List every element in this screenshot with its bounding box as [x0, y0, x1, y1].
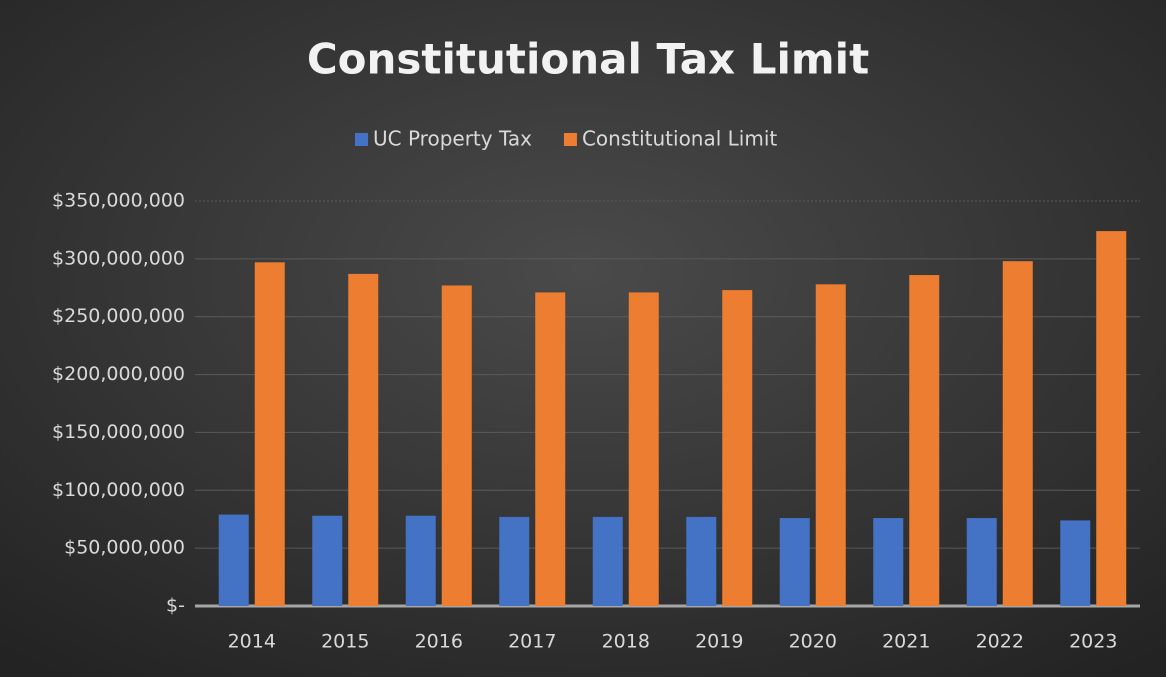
bar: [348, 273, 379, 606]
y-tick-label: $100,000,000: [52, 479, 185, 501]
x-tick-label: 2021: [882, 631, 930, 653]
x-tick-label: 2018: [602, 631, 650, 653]
x-tick-label: 2016: [415, 631, 463, 653]
bar: [1060, 520, 1091, 606]
bar: [254, 262, 285, 606]
y-tick-label: $150,000,000: [52, 421, 185, 443]
bar: [873, 518, 904, 606]
x-tick-label: 2023: [1069, 631, 1117, 653]
chart-title: Constitutional Tax Limit: [307, 35, 869, 84]
bar: [966, 518, 997, 606]
x-tick-label: 2015: [321, 631, 369, 653]
bar: [1096, 231, 1127, 607]
y-tick-label: $200,000,000: [52, 363, 185, 385]
legend-swatch: [355, 133, 368, 146]
bar: [499, 516, 530, 606]
y-tick-label: $50,000,000: [64, 537, 185, 559]
bar: [628, 292, 659, 606]
x-tick-label: 2022: [976, 631, 1024, 653]
bar: [592, 516, 623, 606]
x-tick-label: 2017: [508, 631, 556, 653]
bar: [909, 275, 940, 606]
bar: [441, 285, 472, 606]
bar: [722, 290, 753, 606]
bar: [218, 514, 249, 606]
bar: [815, 284, 846, 606]
y-tick-label: $300,000,000: [52, 247, 185, 269]
x-tick-label: 2019: [695, 631, 743, 653]
y-tick-label: $350,000,000: [52, 190, 185, 212]
y-tick-label: $250,000,000: [52, 305, 185, 327]
bar: [535, 292, 566, 606]
bar: [405, 515, 436, 606]
legend-label: Constitutional Limit: [582, 127, 777, 151]
x-tick-label: 2020: [789, 631, 837, 653]
bar: [1002, 261, 1033, 606]
legend-swatch: [563, 133, 577, 146]
bar: [312, 515, 343, 606]
y-tick-label: $-: [166, 595, 185, 617]
legend: UC Property Tax Constitutional Limit: [355, 127, 777, 151]
x-tick-label: 2014: [228, 631, 276, 653]
legend-label: UC Property Tax: [373, 127, 532, 151]
bar: [779, 518, 810, 606]
bar: [686, 516, 717, 606]
